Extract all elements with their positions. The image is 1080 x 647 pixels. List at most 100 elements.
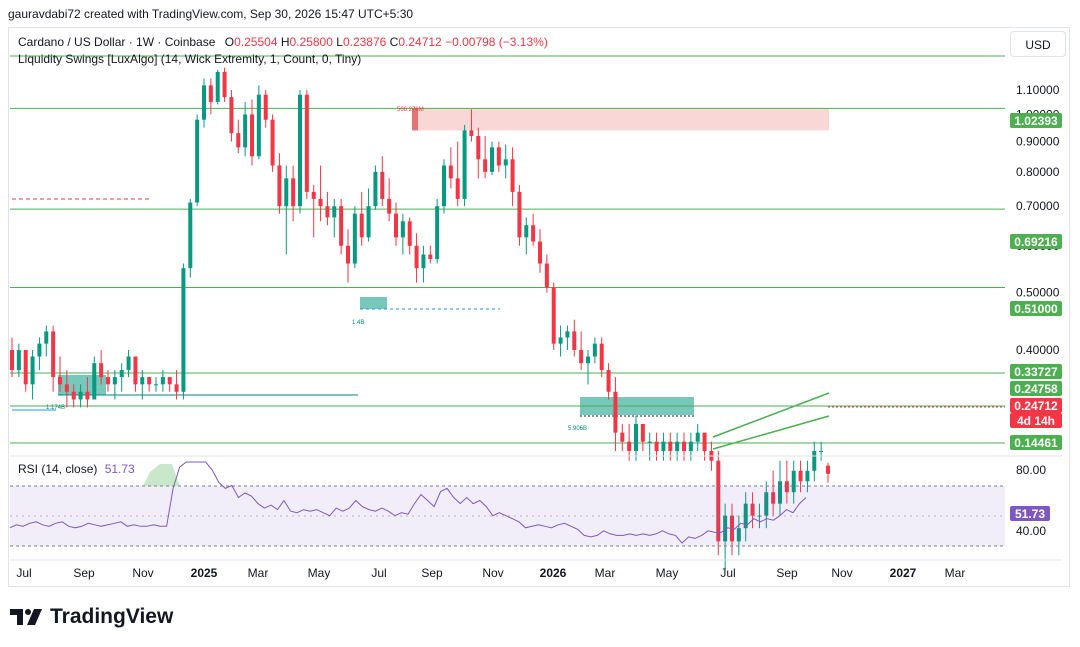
candle-body	[565, 331, 570, 338]
price-tag-bg	[1010, 113, 1062, 128]
tradingview-logo-icon	[10, 609, 42, 625]
candle-body	[202, 85, 206, 120]
candle-body	[373, 171, 378, 207]
candle-body	[613, 391, 618, 433]
candle-body	[723, 515, 728, 542]
candle-body	[195, 119, 200, 203]
candle-body	[558, 337, 563, 344]
candle-body	[304, 94, 309, 192]
candle-body	[58, 377, 62, 385]
resistance-zone-bar	[412, 108, 418, 131]
candle-body	[277, 165, 282, 207]
price-tag-bg	[1010, 364, 1062, 379]
rsi-legend[interactable]: RSI (14, close) 51.73	[18, 462, 135, 476]
candle-body	[435, 206, 440, 259]
candle-body	[298, 94, 302, 207]
candle-body	[469, 130, 474, 136]
price-tag-label: 4d 14h	[1017, 414, 1055, 428]
candle-body	[661, 441, 666, 452]
time-axis-label: Nov	[831, 566, 852, 580]
candle-body	[784, 481, 789, 493]
candle-body	[188, 202, 193, 269]
time-axis-label: Jul	[371, 566, 386, 580]
candle-body	[352, 213, 357, 264]
candle-body	[236, 133, 241, 148]
currency-button[interactable]: USD	[1010, 31, 1066, 57]
price-tag-label: 0.51000	[1014, 302, 1058, 316]
candle-body	[483, 159, 488, 172]
candle-body	[92, 363, 97, 400]
candle-body	[771, 492, 776, 504]
candle-body	[805, 470, 810, 482]
candle-body	[71, 391, 76, 400]
zone-volume-label: 1.4B	[352, 320, 364, 326]
candle-body	[517, 191, 522, 238]
candle-body	[414, 245, 419, 269]
candle-body	[291, 178, 296, 207]
candle-body	[256, 94, 261, 157]
candle-body	[743, 503, 748, 529]
candle-body	[496, 147, 501, 166]
candle-body	[736, 528, 741, 542]
candle-body	[750, 503, 755, 516]
candle-body	[682, 441, 686, 452]
candle-body	[503, 159, 508, 166]
rsi-overbought-fill	[143, 464, 180, 486]
open-value: 0.25504	[234, 35, 278, 49]
candle-body	[627, 441, 632, 452]
time-axis-label: Jul	[16, 566, 31, 580]
high-label: H	[280, 35, 290, 49]
time-axis-label: Mar	[945, 566, 966, 580]
candle-body	[654, 441, 659, 452]
candle-body	[387, 198, 392, 214]
price-axis-tick: 0.90000	[1016, 135, 1060, 149]
candle-body	[551, 287, 556, 344]
candle-body	[400, 221, 405, 238]
resistance-zone	[412, 108, 829, 131]
channel-lower	[712, 415, 830, 450]
candle-body	[764, 492, 769, 516]
candle-body	[85, 391, 90, 400]
candle-body	[668, 441, 673, 452]
candle-body	[586, 356, 590, 364]
time-axis-label: May	[308, 566, 331, 580]
price-tag-label: 0.24758	[1014, 382, 1058, 396]
time-axis-label: Sep	[73, 566, 95, 580]
candle-body	[16, 350, 21, 371]
candle-body	[167, 377, 172, 385]
candle-body	[490, 147, 494, 172]
candle-body	[592, 343, 597, 357]
candle-body	[599, 343, 604, 371]
candle-body	[311, 191, 316, 199]
price-tag-bg	[1010, 234, 1062, 249]
candle-body	[284, 178, 289, 207]
time-axis-label: 2025	[191, 566, 218, 580]
candle-body	[778, 481, 782, 504]
candle-body	[791, 470, 796, 493]
rsi-lower-label: 40.00	[1016, 524, 1046, 538]
candle-body	[359, 213, 364, 238]
symbol-legend: Cardano / US Dollar · 1W · Coinbase O0.2…	[18, 35, 548, 49]
candle-body	[78, 391, 83, 400]
candle-body	[380, 171, 385, 199]
candle-body	[455, 178, 460, 199]
candle-body	[634, 423, 638, 452]
high-value: 0.25800	[289, 35, 333, 49]
symbol-name: Cardano / US Dollar · 1W · Coinbase	[18, 35, 216, 49]
indicator-legend[interactable]: Liquidity Swings [LuxAlgo] (14, Wick Ext…	[18, 52, 362, 66]
candle-body	[140, 377, 145, 385]
candle-body	[544, 263, 549, 288]
time-axis-label: May	[656, 566, 679, 580]
candle-body	[476, 135, 481, 160]
tradingview-logo[interactable]: TradingView	[10, 605, 173, 629]
time-axis-label: Nov	[132, 566, 153, 580]
candle-body	[462, 130, 467, 199]
candle-body	[325, 206, 330, 218]
price-tag-bg	[1010, 398, 1062, 413]
candle-body	[812, 451, 817, 471]
candle-body	[606, 370, 611, 392]
candle-body	[524, 225, 529, 238]
candle-body	[394, 213, 398, 238]
rsi-tag-bg	[1010, 506, 1050, 521]
